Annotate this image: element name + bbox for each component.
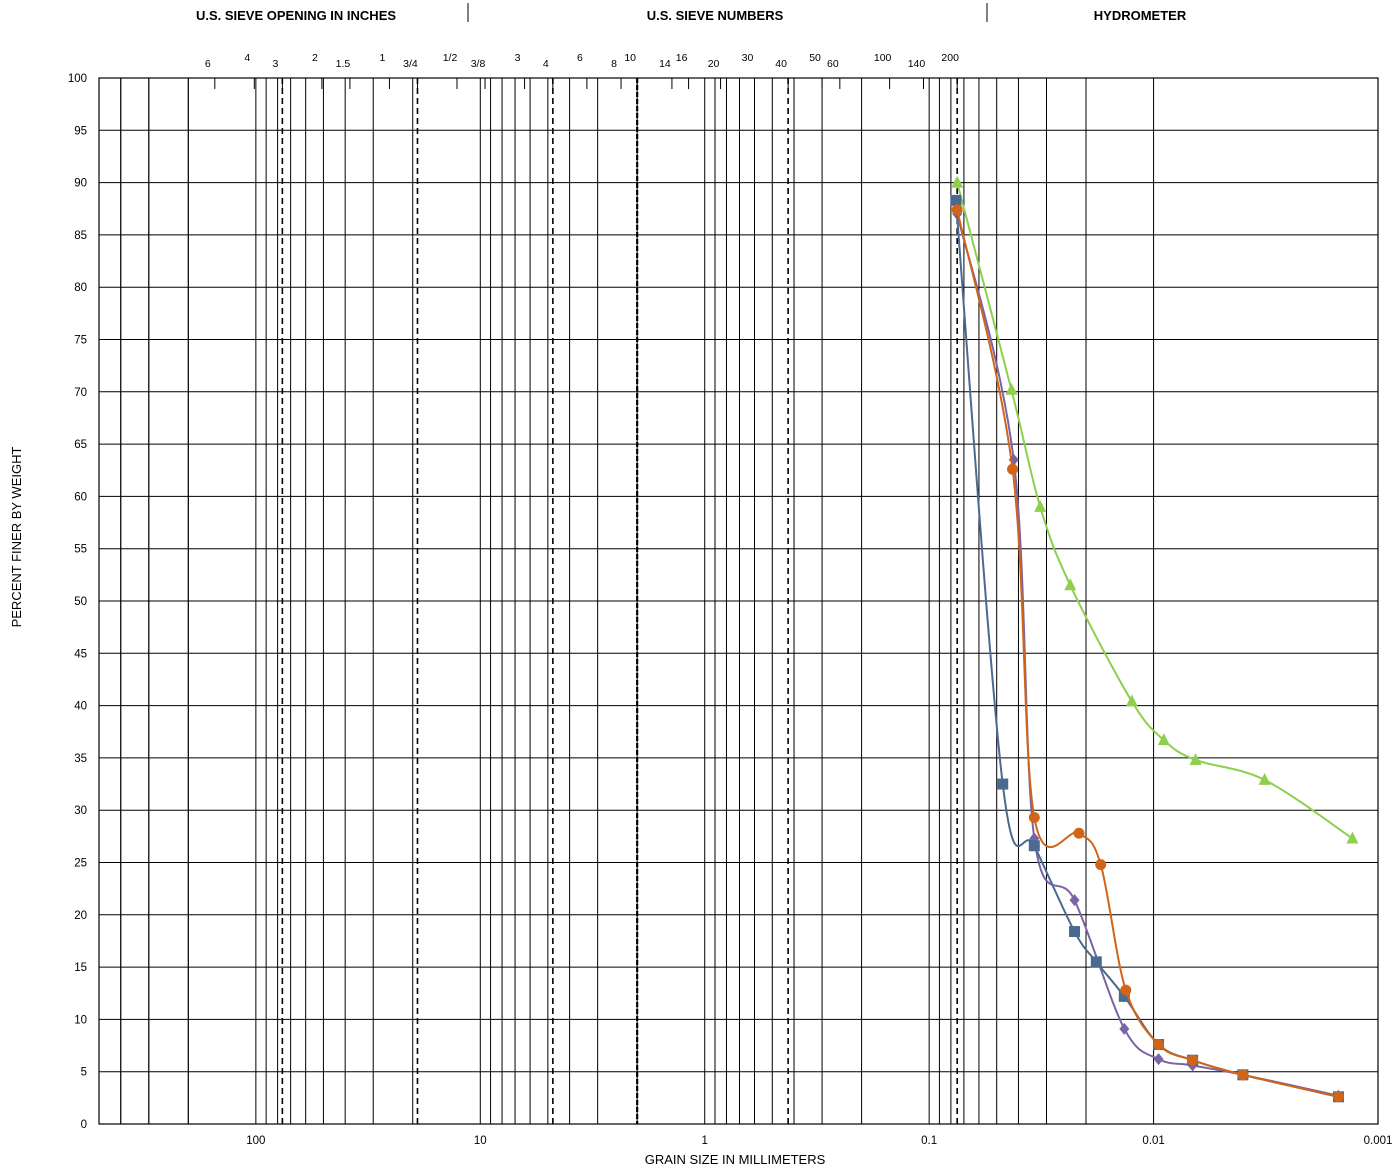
y-tick-label: 15 <box>74 962 87 974</box>
series-circle <box>951 204 1344 1103</box>
data-point-triangle <box>1125 694 1138 707</box>
y-tick-label: 0 <box>81 1119 87 1131</box>
y-tick-label: 30 <box>74 805 87 817</box>
y-tick-label: 10 <box>74 1014 87 1026</box>
data-point-diamond <box>1069 894 1080 907</box>
y-tick-label: 70 <box>74 387 87 399</box>
y-tick-label: 40 <box>74 701 87 713</box>
data-point-circle <box>1007 463 1019 475</box>
series-diamond <box>952 207 1344 1102</box>
data-point-circle <box>1095 859 1107 871</box>
data-point-triangle <box>1034 499 1047 512</box>
data-point-triangle <box>1005 382 1018 395</box>
sieve-label: 16 <box>676 52 688 64</box>
series-square <box>950 194 1344 1103</box>
header-inches: U.S. SIEVE OPENING IN INCHES <box>196 8 396 23</box>
sieve-label: 10 <box>624 52 636 64</box>
data-point-circle <box>1153 1039 1165 1051</box>
sieve-label: 4 <box>244 52 250 64</box>
y-tick-label: 50 <box>74 596 87 608</box>
x-tick-label: 0.001 <box>1364 1135 1393 1147</box>
sieve-label: 100 <box>874 52 892 64</box>
y-tick-label: 35 <box>74 753 87 765</box>
data-point-triangle <box>951 175 964 188</box>
sieve-label: 140 <box>908 58 926 70</box>
sieve-label: 2 <box>312 52 318 64</box>
series-layer <box>950 175 1359 1103</box>
series-line-square <box>954 200 1339 1098</box>
series-triangle <box>951 175 1359 844</box>
grid-layer <box>98 77 1379 1125</box>
x-tick-label: 100 <box>246 1135 265 1147</box>
sieve-label: 3 <box>272 58 278 70</box>
data-point-diamond <box>1153 1053 1164 1066</box>
sieve-label: 200 <box>941 52 959 64</box>
plot-frame <box>98 77 1379 1125</box>
sieve-label: 30 <box>742 52 754 64</box>
axes: GRAIN SIZE IN MILLIMETERS PERCENT FINER … <box>9 73 1392 1167</box>
data-point-circle <box>1237 1069 1249 1081</box>
data-point-circle <box>1332 1091 1344 1103</box>
data-point-triangle <box>1157 733 1170 746</box>
x-tick-label: 0.1 <box>921 1135 937 1147</box>
series-line-diamond <box>956 213 1339 1097</box>
sieve-label: 3/4 <box>403 58 418 70</box>
data-point-triangle <box>1346 831 1359 844</box>
y-tick-label: 75 <box>74 335 87 347</box>
header-numbers: U.S. SIEVE NUMBERS <box>647 8 784 23</box>
y-tick-label: 100 <box>68 73 87 85</box>
x-tick-label: 0.01 <box>1142 1135 1164 1147</box>
y-tick-label: 60 <box>74 491 87 503</box>
sieve-label: 60 <box>827 58 839 70</box>
sieve-label: 1 <box>380 52 386 64</box>
y-tick-label: 5 <box>81 1067 87 1079</box>
data-point-square <box>950 194 962 206</box>
data-point-circle <box>1028 812 1040 824</box>
y-tick-label: 20 <box>74 910 87 922</box>
sieve-label: 6 <box>577 52 583 64</box>
data-point-triangle <box>1064 578 1077 591</box>
y-tick-label: 55 <box>74 544 87 556</box>
data-point-circle <box>1120 984 1132 996</box>
y-tick-label: 95 <box>74 125 87 137</box>
y-tick-label: 85 <box>74 230 87 242</box>
header-hydrometer: HYDROMETER <box>1094 8 1187 23</box>
x-tick-label: 10 <box>474 1135 487 1147</box>
sieve-label: 40 <box>775 58 787 70</box>
sieve-label: 1/2 <box>443 52 458 64</box>
data-point-circle <box>1187 1054 1199 1066</box>
y-tick-label: 25 <box>74 858 87 870</box>
data-point-circle <box>951 204 963 216</box>
y-axis-label: PERCENT FINER BY WEIGHT <box>9 447 24 628</box>
header-layer: U.S. SIEVE OPENING IN INCHES U.S. SIEVE … <box>196 3 1187 23</box>
sieve-label: 3/8 <box>471 58 486 70</box>
y-tick-label: 65 <box>74 439 87 451</box>
sieve-label: 4 <box>543 58 549 70</box>
y-tick-label: 80 <box>74 282 87 294</box>
x-tick-label: 1 <box>702 1135 708 1147</box>
data-point-triangle <box>1258 772 1271 785</box>
sieve-label: 50 <box>809 52 821 64</box>
data-point-square <box>1028 840 1040 852</box>
data-point-diamond <box>1119 1022 1130 1035</box>
sieve-label: 14 <box>659 58 671 70</box>
data-point-square <box>1069 926 1081 938</box>
sieve-label: 20 <box>708 58 720 70</box>
sieve-labels: 6 4 3 2 1.5 1 3/4 1/2 3/8 3 4 6 8 10 14 16 20 30 40 50 60 100… <box>205 52 959 89</box>
data-point-circle <box>1073 827 1085 839</box>
y-tick-label: 90 <box>74 178 87 190</box>
data-point-square <box>1090 956 1102 968</box>
sieve-label: 1.5 <box>336 58 351 70</box>
data-point-square <box>997 778 1009 790</box>
data-point-triangle <box>1189 752 1202 765</box>
y-tick-label: 45 <box>74 648 87 660</box>
sieve-label: 6 <box>205 58 211 70</box>
x-axis-label: GRAIN SIZE IN MILLIMETERS <box>645 1152 826 1167</box>
data-point-square <box>1118 990 1130 1002</box>
sieve-label: 8 <box>611 58 617 70</box>
sieve-label: 3 <box>515 52 521 64</box>
